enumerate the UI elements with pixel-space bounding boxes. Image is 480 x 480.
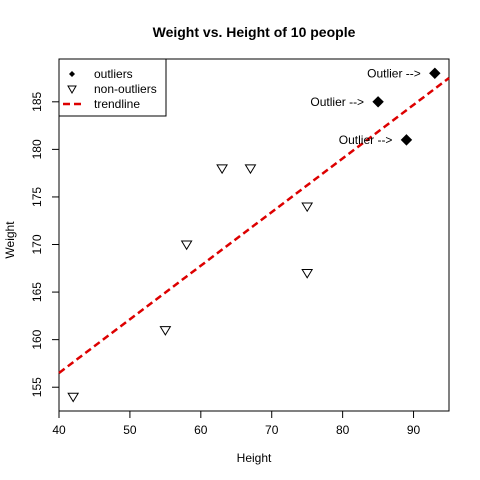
legend-item: non-outliers — [67, 82, 157, 96]
x-tick-label: 80 — [336, 423, 350, 437]
x-tick-label: 50 — [123, 423, 137, 437]
legend-label: trendline — [94, 97, 140, 111]
legend-item: outliers — [69, 67, 133, 81]
non-outlier-point — [67, 392, 80, 403]
y-tick-label: 155 — [30, 377, 44, 397]
y-tick-label: 160 — [30, 329, 44, 349]
outlier-annotation: Outlier --> — [339, 133, 393, 147]
legend-triangle-icon — [67, 85, 77, 95]
x-tick-label: 40 — [52, 423, 66, 437]
data-points-layer — [67, 67, 441, 403]
outlier-annotation: Outlier --> — [310, 95, 364, 109]
x-tick-label: 60 — [194, 423, 208, 437]
outlier-point — [400, 134, 413, 146]
trendline-layer — [58, 77, 450, 374]
non-outlier-point — [180, 240, 193, 251]
x-tick-label: 70 — [265, 423, 279, 437]
x-tick-label: 90 — [407, 423, 421, 437]
non-outlier-point — [216, 164, 228, 175]
legend-box — [58, 58, 167, 117]
legend-diamond-icon — [69, 71, 75, 77]
y-axis-label: Weight — [3, 221, 17, 259]
chart-title: Weight vs. Height of 10 people — [153, 24, 356, 40]
legend-label: outliers — [94, 67, 133, 81]
plot-area-frame — [58, 58, 450, 412]
trendline — [58, 77, 450, 374]
x-axis-label: Height — [237, 451, 272, 465]
y-tick-label: 165 — [30, 282, 44, 302]
legend-item: trendline — [63, 97, 140, 111]
x-axis-ticks: 40 50 60 70 80 90 — [52, 411, 421, 437]
non-outlier-point — [159, 326, 172, 336]
annotations-layer: Outlier --> Outlier --> Outlier --> — [310, 66, 420, 147]
outlier-annotation: Outlier --> — [367, 66, 421, 80]
outlier-point — [429, 67, 441, 79]
y-axis-ticks: 155 160 165 170 175 180 185 — [30, 91, 59, 397]
y-tick-label: 180 — [30, 139, 44, 159]
non-outlier-point — [301, 269, 314, 279]
legend-label: non-outliers — [94, 82, 157, 96]
y-tick-label: 175 — [30, 187, 44, 207]
non-outlier-point — [244, 164, 257, 175]
outlier-point — [372, 96, 384, 108]
non-outlier-point — [301, 202, 314, 213]
y-tick-label: 185 — [30, 91, 44, 111]
y-tick-label: 170 — [30, 234, 44, 254]
